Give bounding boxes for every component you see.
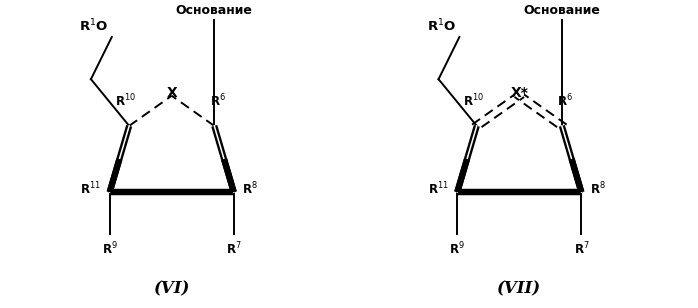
Text: R$^7$: R$^7$	[226, 240, 242, 257]
Text: R$^9$: R$^9$	[102, 240, 117, 257]
Text: (VI): (VI)	[154, 280, 190, 297]
Text: Основание: Основание	[176, 4, 253, 17]
Text: R$^8$: R$^8$	[590, 181, 606, 197]
Text: R$^{10}$: R$^{10}$	[463, 93, 484, 109]
Text: R$^{10}$: R$^{10}$	[115, 93, 136, 109]
Text: R$^8$: R$^8$	[242, 181, 258, 197]
Text: R$^9$: R$^9$	[450, 240, 465, 257]
Text: R$^1$O: R$^1$O	[426, 17, 456, 34]
Text: R$^6$: R$^6$	[210, 93, 225, 109]
Text: R$^6$: R$^6$	[558, 93, 573, 109]
Text: (VII): (VII)	[497, 280, 542, 297]
Text: X*: X*	[510, 86, 528, 100]
Text: X: X	[166, 86, 177, 100]
Text: R$^{11}$: R$^{11}$	[80, 181, 101, 197]
Text: R$^1$O: R$^1$O	[79, 17, 108, 34]
Text: R$^7$: R$^7$	[574, 240, 589, 257]
Text: Основание: Основание	[524, 4, 600, 17]
Text: R$^{11}$: R$^{11}$	[428, 181, 449, 197]
